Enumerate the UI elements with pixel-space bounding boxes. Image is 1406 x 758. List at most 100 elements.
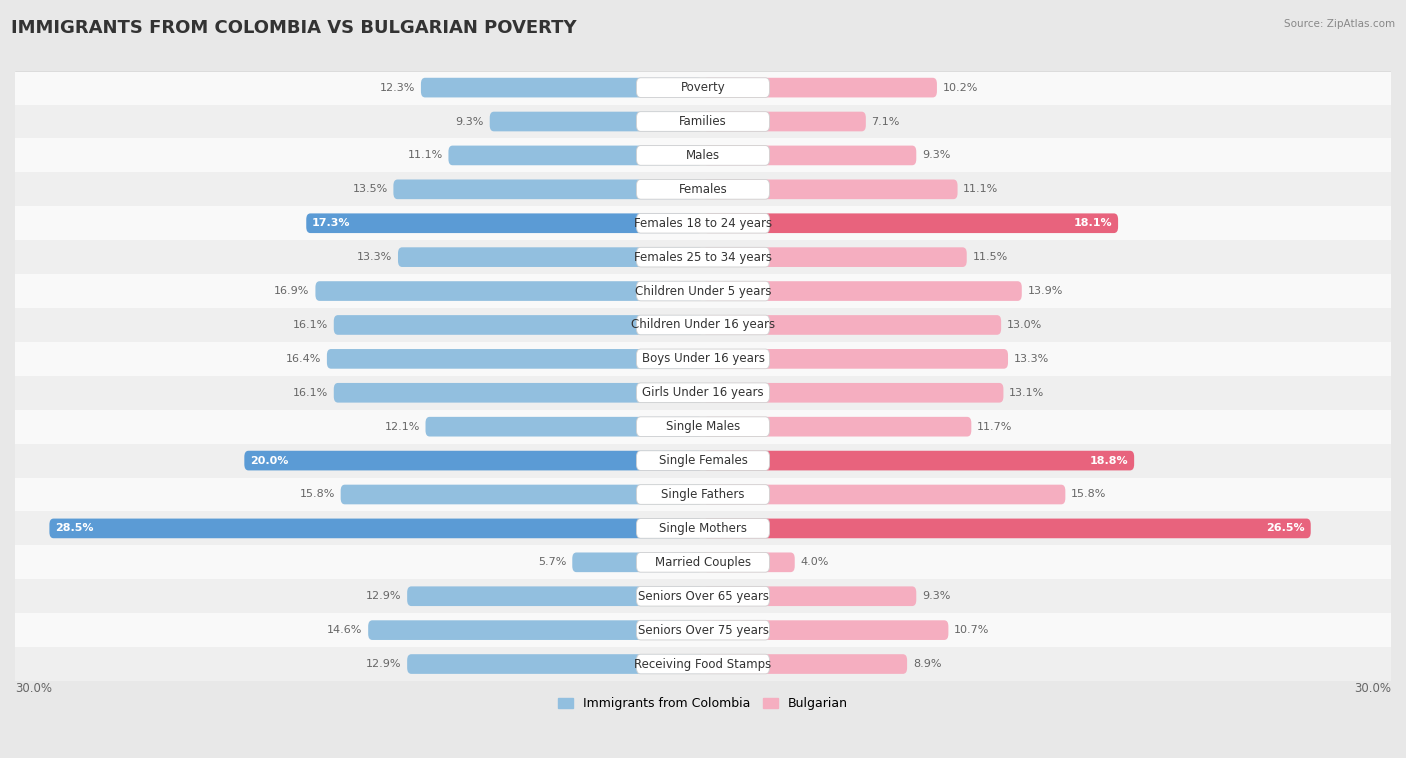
Text: 9.3%: 9.3%: [922, 150, 950, 161]
Text: 16.1%: 16.1%: [292, 388, 328, 398]
Text: Children Under 5 years: Children Under 5 years: [634, 284, 772, 298]
Text: 10.7%: 10.7%: [955, 625, 990, 635]
Bar: [4, 443, 1402, 478]
Text: 18.8%: 18.8%: [1090, 456, 1129, 465]
Text: 5.7%: 5.7%: [538, 557, 567, 567]
FancyBboxPatch shape: [637, 247, 769, 267]
Text: 16.1%: 16.1%: [292, 320, 328, 330]
Text: Single Fathers: Single Fathers: [661, 488, 745, 501]
Bar: [4, 647, 1402, 681]
FancyBboxPatch shape: [637, 78, 769, 98]
Text: 28.5%: 28.5%: [55, 524, 94, 534]
Text: Single Females: Single Females: [658, 454, 748, 467]
Text: Girls Under 16 years: Girls Under 16 years: [643, 387, 763, 399]
FancyBboxPatch shape: [315, 281, 703, 301]
FancyBboxPatch shape: [703, 451, 1135, 471]
Text: 16.9%: 16.9%: [274, 286, 309, 296]
FancyBboxPatch shape: [340, 484, 703, 504]
FancyBboxPatch shape: [394, 180, 703, 199]
Text: 12.3%: 12.3%: [380, 83, 415, 92]
FancyBboxPatch shape: [703, 620, 949, 640]
FancyBboxPatch shape: [637, 587, 769, 606]
Text: 12.9%: 12.9%: [366, 659, 402, 669]
Text: 17.3%: 17.3%: [312, 218, 350, 228]
Text: 11.1%: 11.1%: [408, 150, 443, 161]
Text: Females 18 to 24 years: Females 18 to 24 years: [634, 217, 772, 230]
FancyBboxPatch shape: [703, 315, 1001, 335]
Text: 4.0%: 4.0%: [800, 557, 830, 567]
Text: 13.0%: 13.0%: [1007, 320, 1042, 330]
Bar: [4, 240, 1402, 274]
Text: 11.7%: 11.7%: [977, 421, 1012, 432]
FancyBboxPatch shape: [408, 654, 703, 674]
FancyBboxPatch shape: [637, 111, 769, 131]
Text: Families: Families: [679, 115, 727, 128]
FancyBboxPatch shape: [637, 553, 769, 572]
FancyBboxPatch shape: [637, 146, 769, 165]
Text: Receiving Food Stamps: Receiving Food Stamps: [634, 657, 772, 671]
FancyBboxPatch shape: [637, 214, 769, 233]
Text: 12.9%: 12.9%: [366, 591, 402, 601]
FancyBboxPatch shape: [637, 620, 769, 640]
FancyBboxPatch shape: [398, 247, 703, 267]
FancyBboxPatch shape: [572, 553, 703, 572]
FancyBboxPatch shape: [703, 281, 1022, 301]
Bar: [4, 342, 1402, 376]
FancyBboxPatch shape: [637, 383, 769, 402]
FancyBboxPatch shape: [703, 587, 917, 606]
FancyBboxPatch shape: [449, 146, 703, 165]
Text: 13.9%: 13.9%: [1028, 286, 1063, 296]
Text: Seniors Over 65 years: Seniors Over 65 years: [637, 590, 769, 603]
Bar: [4, 70, 1402, 105]
Bar: [4, 410, 1402, 443]
FancyBboxPatch shape: [703, 247, 967, 267]
FancyBboxPatch shape: [637, 281, 769, 301]
FancyBboxPatch shape: [703, 349, 1008, 368]
Text: 16.4%: 16.4%: [285, 354, 321, 364]
Text: Males: Males: [686, 149, 720, 162]
Text: 11.1%: 11.1%: [963, 184, 998, 194]
FancyBboxPatch shape: [49, 518, 703, 538]
FancyBboxPatch shape: [489, 111, 703, 131]
FancyBboxPatch shape: [637, 180, 769, 199]
FancyBboxPatch shape: [245, 451, 703, 471]
Legend: Immigrants from Colombia, Bulgarian: Immigrants from Colombia, Bulgarian: [553, 692, 853, 715]
FancyBboxPatch shape: [703, 111, 866, 131]
Text: 7.1%: 7.1%: [872, 117, 900, 127]
Bar: [4, 105, 1402, 139]
FancyBboxPatch shape: [703, 180, 957, 199]
Bar: [4, 172, 1402, 206]
FancyBboxPatch shape: [703, 518, 1310, 538]
Text: 14.6%: 14.6%: [328, 625, 363, 635]
FancyBboxPatch shape: [637, 315, 769, 335]
Text: 26.5%: 26.5%: [1267, 524, 1305, 534]
Text: 15.8%: 15.8%: [1071, 490, 1107, 500]
FancyBboxPatch shape: [703, 417, 972, 437]
Text: 9.3%: 9.3%: [456, 117, 484, 127]
Bar: [4, 376, 1402, 410]
Bar: [4, 274, 1402, 308]
Text: 13.3%: 13.3%: [1014, 354, 1049, 364]
FancyBboxPatch shape: [703, 146, 917, 165]
Text: 13.3%: 13.3%: [357, 252, 392, 262]
Text: 9.3%: 9.3%: [922, 591, 950, 601]
Text: Females: Females: [679, 183, 727, 196]
Text: Seniors Over 75 years: Seniors Over 75 years: [637, 624, 769, 637]
FancyBboxPatch shape: [703, 654, 907, 674]
Text: 20.0%: 20.0%: [250, 456, 288, 465]
FancyBboxPatch shape: [333, 315, 703, 335]
FancyBboxPatch shape: [703, 553, 794, 572]
FancyBboxPatch shape: [637, 518, 769, 538]
FancyBboxPatch shape: [637, 451, 769, 471]
Bar: [4, 613, 1402, 647]
FancyBboxPatch shape: [420, 78, 703, 98]
Text: IMMIGRANTS FROM COLOMBIA VS BULGARIAN POVERTY: IMMIGRANTS FROM COLOMBIA VS BULGARIAN PO…: [11, 19, 576, 37]
Text: 10.2%: 10.2%: [942, 83, 979, 92]
Bar: [4, 579, 1402, 613]
Bar: [4, 512, 1402, 545]
Text: Single Mothers: Single Mothers: [659, 522, 747, 535]
FancyBboxPatch shape: [703, 214, 1118, 233]
FancyBboxPatch shape: [703, 484, 1066, 504]
FancyBboxPatch shape: [333, 383, 703, 402]
Text: 30.0%: 30.0%: [15, 681, 52, 694]
